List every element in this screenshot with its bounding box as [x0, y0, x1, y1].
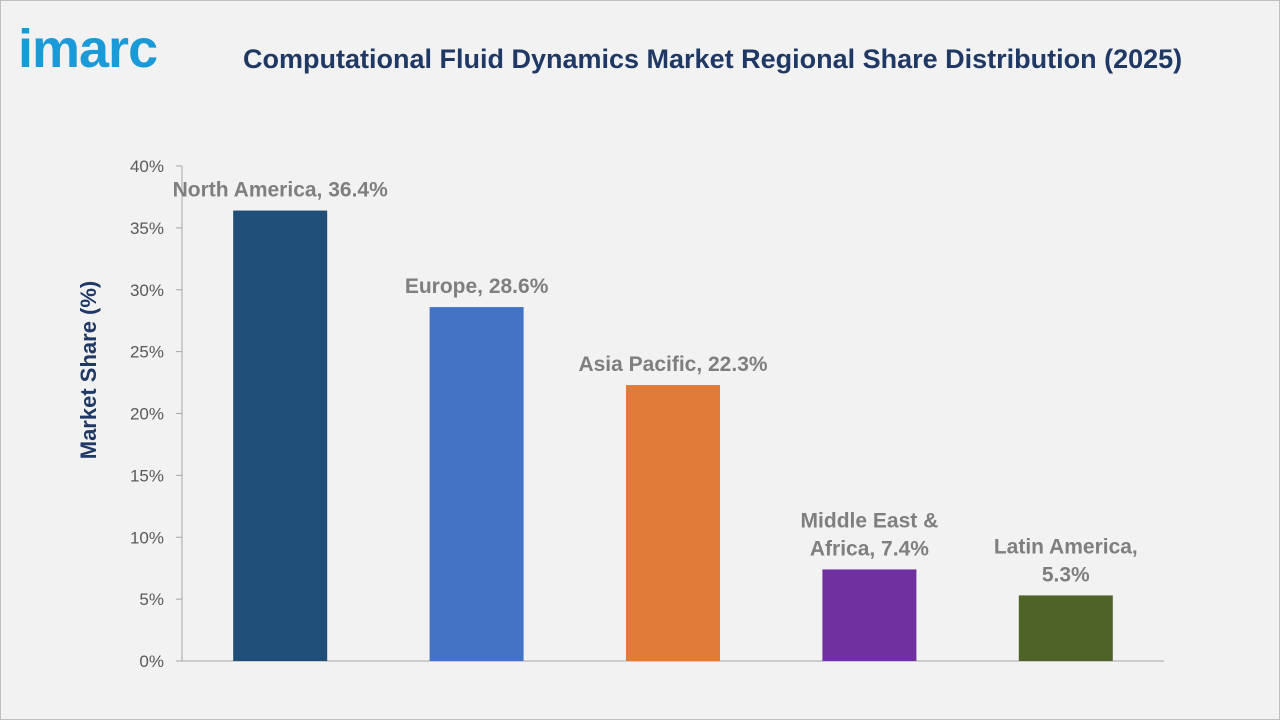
y-tick-label: 35%	[130, 219, 164, 238]
data-label: Africa, 7.4%	[810, 537, 929, 560]
data-label: Middle East &	[801, 509, 939, 532]
y-tick-label: 5%	[139, 590, 164, 609]
y-tick-label: 20%	[130, 405, 164, 424]
y-tick-label: 10%	[130, 528, 164, 547]
y-tick-label: 40%	[130, 157, 164, 176]
bar-4	[822, 569, 917, 661]
imarc-logo: imarc	[18, 19, 158, 79]
bar-2	[429, 307, 524, 661]
data-label: Asia Pacific, 22.3%	[578, 353, 767, 376]
data-label: North America, 36.4%	[173, 179, 388, 202]
bar-1	[233, 210, 328, 662]
y-tick-label: 30%	[130, 281, 164, 300]
data-label: 5.3%	[1042, 563, 1090, 586]
data-label: Latin America,	[994, 535, 1138, 558]
bar-5	[1018, 595, 1113, 661]
y-tick-label: 25%	[130, 343, 164, 362]
data-label: Europe, 28.6%	[405, 275, 549, 298]
y-tick-label: 15%	[130, 466, 164, 485]
chart-title: Computational Fluid Dynamics Market Regi…	[243, 44, 1183, 74]
y-tick-label: 0%	[139, 652, 164, 671]
bar-3	[626, 385, 720, 661]
y-axis-label: Market Share (%)	[76, 281, 101, 460]
